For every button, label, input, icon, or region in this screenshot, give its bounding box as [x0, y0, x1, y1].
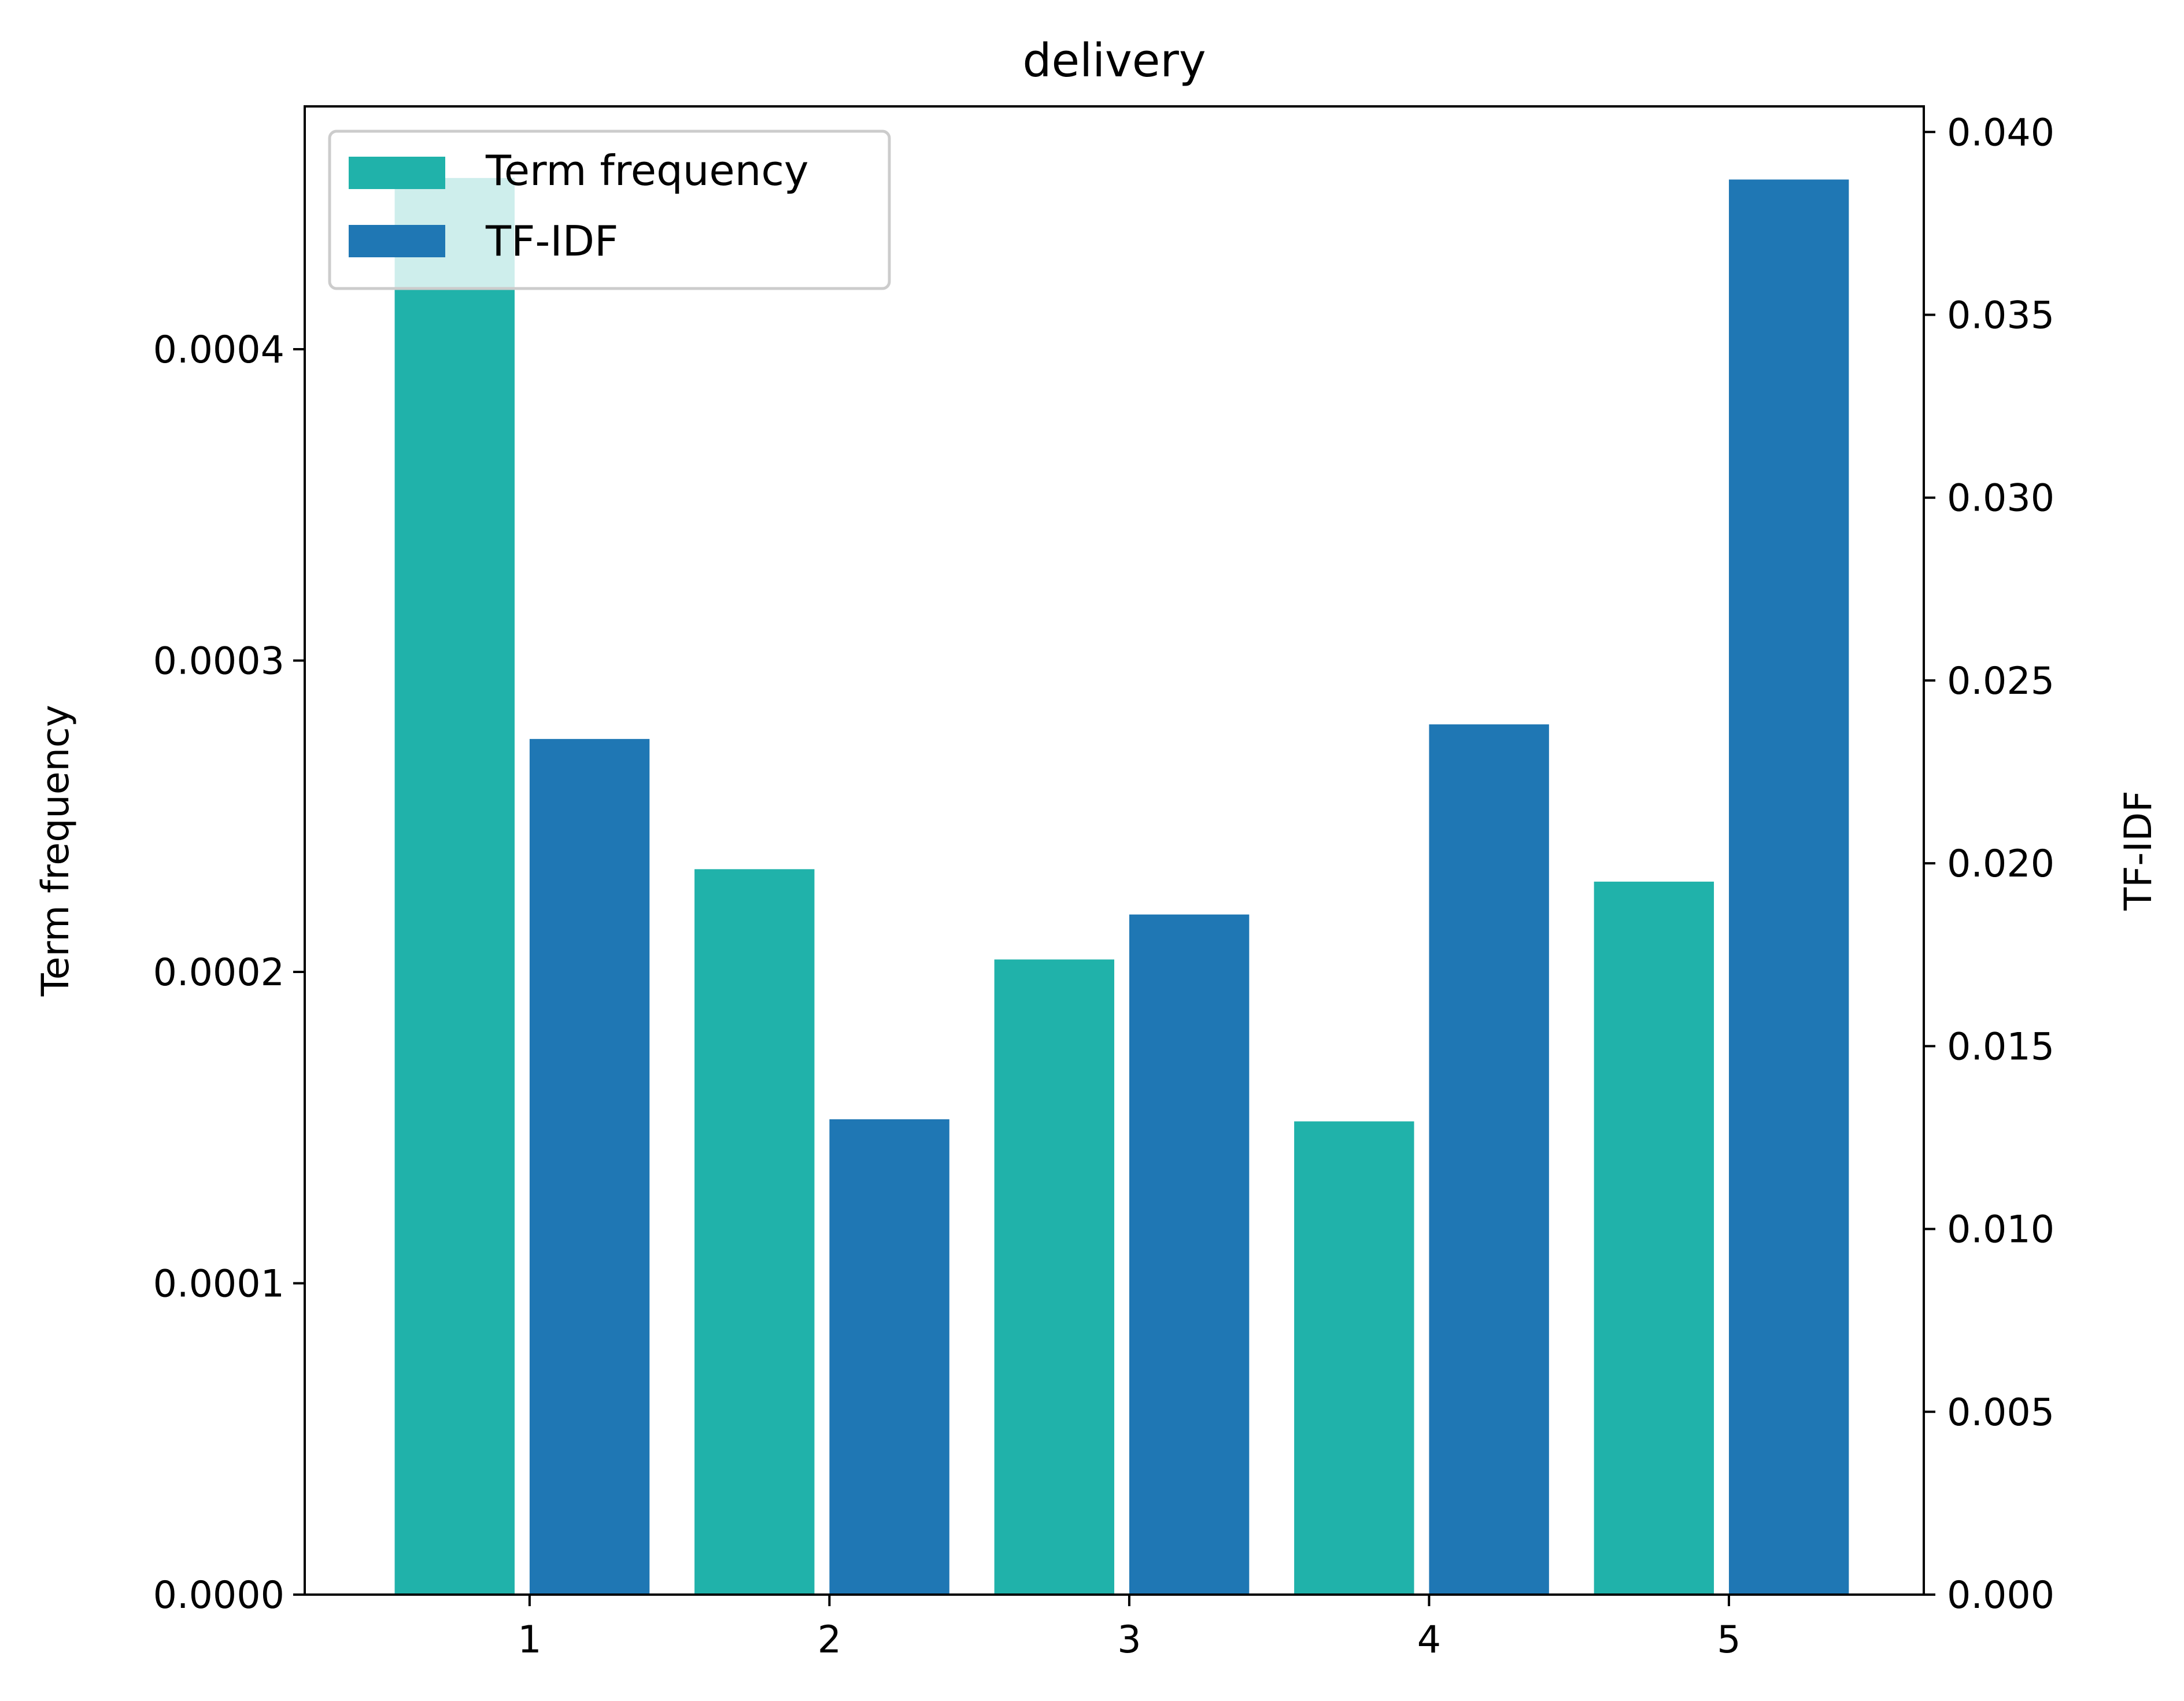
x-tick-label-1: 1: [518, 1618, 541, 1662]
plot-frame: [304, 105, 1925, 1596]
right-y-tick-label-0: 0.000: [1947, 1574, 2054, 1617]
bar-term-frequency-1: [394, 178, 515, 1595]
left-y-tick-label-2: 0.0002: [153, 951, 284, 994]
left-y-axis-label: Term frequency: [34, 705, 77, 997]
left-y-tick-label-0: 0.0000: [153, 1574, 284, 1617]
x-axis: 1 2 3 4 5: [518, 1595, 1741, 1662]
left-y-tick-label-3: 0.0003: [153, 640, 284, 683]
bar-term-frequency-3: [994, 959, 1114, 1595]
bar-tf-idf-2: [829, 1119, 949, 1595]
left-axis: 0.0000 0.0001 0.0002 0.0003 0.0004: [153, 328, 305, 1617]
left-y-tick-label-1: 0.0001: [153, 1263, 284, 1306]
bar-term-frequency-5: [1594, 881, 1714, 1595]
bars-layer: [394, 178, 1849, 1595]
right-y-tick-label-5: 0.025: [1947, 660, 2054, 703]
right-y-tick-label-2: 0.010: [1947, 1208, 2054, 1252]
bar-term-frequency-4: [1294, 1121, 1414, 1595]
right-y-tick-label-3: 0.015: [1947, 1025, 2054, 1068]
right-y-tick-label-7: 0.035: [1947, 294, 2054, 337]
right-y-tick-label-8: 0.040: [1947, 111, 2054, 154]
x-tick-label-4: 4: [1417, 1618, 1441, 1662]
right-axis: 0.000 0.005 0.010 0.015 0.020 0.025 0.030 0.035…: [1924, 111, 2054, 1617]
legend-box: [328, 130, 891, 290]
right-y-tick-label-4: 0.020: [1947, 842, 2054, 886]
legend-label-tf-idf: TF-IDF: [485, 217, 618, 265]
legend-swatch-term-frequency: [349, 157, 445, 189]
left-y-tick-label-4: 0.0004: [153, 328, 284, 372]
bar-tf-idf-1: [529, 739, 650, 1595]
right-y-axis-label: TF-IDF: [2117, 790, 2160, 911]
chart-legend: Term frequency TF-IDF: [328, 130, 891, 290]
x-tick-label-5: 5: [1717, 1618, 1740, 1662]
chart-title: delivery: [1022, 34, 1206, 87]
bar-tf-idf-5: [1728, 179, 1849, 1595]
bar-tf-idf-3: [1129, 914, 1250, 1595]
bar-tf-idf-4: [1429, 724, 1549, 1595]
x-tick-label-3: 3: [1117, 1618, 1141, 1662]
legend-swatch-tf-idf: [349, 225, 445, 257]
legend-label-term-frequency: Term frequency: [485, 146, 809, 195]
x-tick-label-2: 2: [818, 1618, 841, 1662]
right-y-tick-label-6: 0.030: [1947, 477, 2054, 520]
right-y-tick-label-1: 0.005: [1947, 1391, 2054, 1434]
bar-term-frequency-2: [694, 869, 815, 1595]
